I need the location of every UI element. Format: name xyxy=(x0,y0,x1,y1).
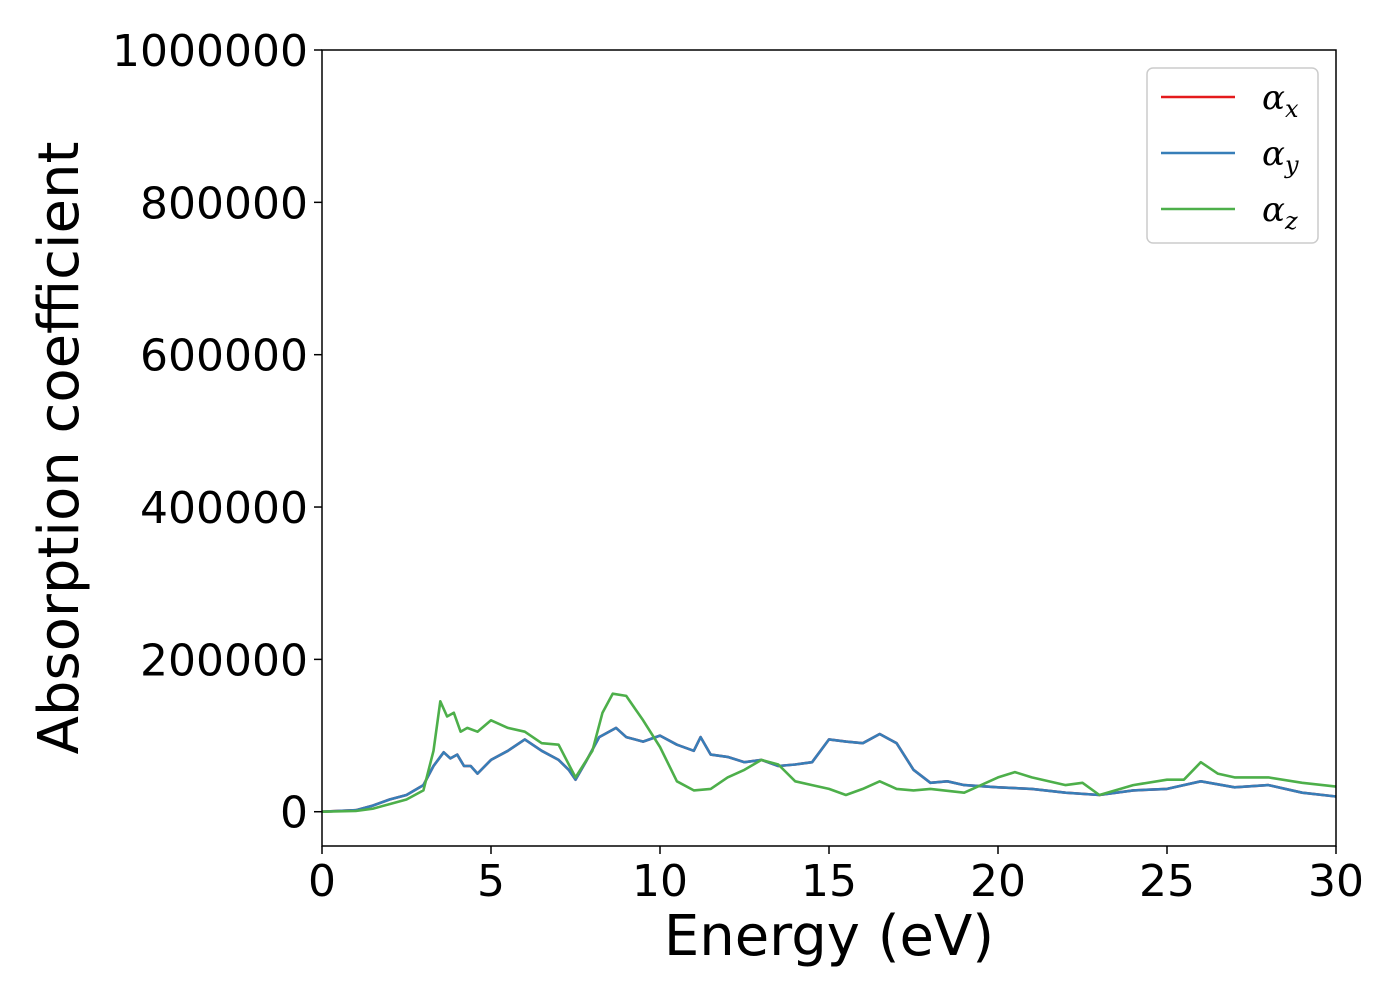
series-line-alpha-z xyxy=(321,692,1337,813)
y-tick-label: 1000000 xyxy=(112,26,308,77)
y-tick-label: 800000 xyxy=(140,178,308,229)
y-tick-label: 600000 xyxy=(140,331,308,382)
x-tick-label: 30 xyxy=(1308,856,1364,907)
y-axis: 0 200000 400000 600000 800000 1000000 xyxy=(112,26,322,839)
y-tick-label: 200000 xyxy=(140,635,308,686)
x-tick-label: 10 xyxy=(632,856,688,907)
legend-label-alpha-x: αx xyxy=(1262,78,1299,123)
y-tick-label: 0 xyxy=(280,788,308,839)
series-line-alpha-y xyxy=(321,726,1337,813)
legend-label-subscript: x xyxy=(1285,95,1299,123)
legend-label-subscript: y xyxy=(1284,151,1299,179)
x-axis-title: Energy (eV) xyxy=(664,904,994,969)
legend-label-symbol: α xyxy=(1262,190,1285,230)
y-tick-label: 400000 xyxy=(140,483,308,534)
x-tick-label: 15 xyxy=(801,856,857,907)
legend-label-symbol: α xyxy=(1262,134,1285,174)
x-axis: 0 5 10 15 20 25 30 xyxy=(308,846,1364,907)
legend-label-alpha-z: αz xyxy=(1262,190,1298,235)
x-tick-label: 25 xyxy=(1139,856,1195,907)
legend-label-symbol: α xyxy=(1262,78,1285,118)
legend-label-alpha-y: αy xyxy=(1262,134,1299,179)
x-tick-label: 5 xyxy=(477,856,505,907)
legend-label-subscript: z xyxy=(1284,207,1298,235)
y-axis-title: Absorption coefficient xyxy=(27,142,92,755)
x-tick-label: 20 xyxy=(970,856,1026,907)
series-layer xyxy=(321,692,1337,813)
x-tick-label: 0 xyxy=(308,856,336,907)
legend-box xyxy=(1146,67,1319,244)
